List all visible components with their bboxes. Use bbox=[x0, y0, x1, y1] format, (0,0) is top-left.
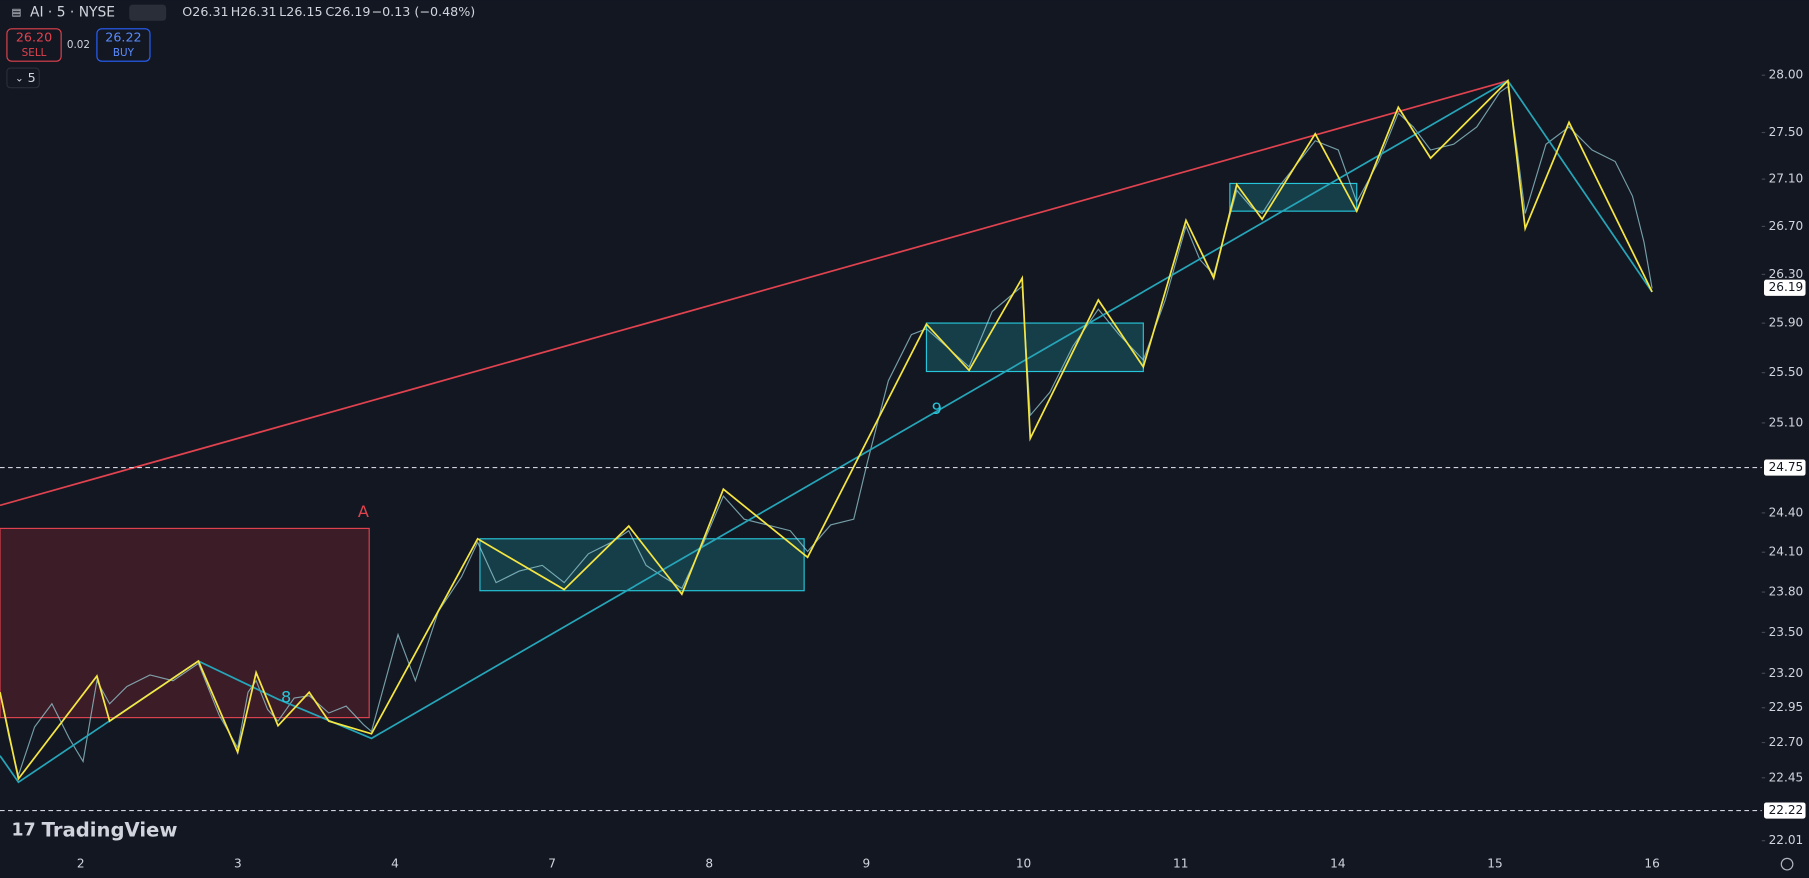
price-marker bbox=[1764, 279, 1806, 296]
ohlc-high: H26.31 bbox=[231, 4, 277, 19]
sell-button[interactable] bbox=[6, 28, 62, 62]
drawings: A 9 8 bbox=[0, 78, 1653, 784]
y-tick-label: 22.95 bbox=[1769, 700, 1804, 714]
zigzag bbox=[0, 78, 1653, 781]
x-tick-label: 11 bbox=[1173, 857, 1188, 871]
y-tick-label: 24.40 bbox=[1769, 505, 1804, 519]
y-tick-label: 25.50 bbox=[1769, 365, 1804, 379]
x-tick-label: 9 bbox=[863, 857, 871, 871]
buy-button[interactable] bbox=[96, 28, 151, 62]
x-tick-label: 15 bbox=[1487, 857, 1502, 871]
y-tick-label: 27.50 bbox=[1769, 125, 1804, 139]
menu-icon: ▤ bbox=[12, 7, 22, 19]
y-tick-label: 22.70 bbox=[1769, 735, 1804, 749]
y-tick-label: 24.10 bbox=[1769, 545, 1804, 559]
change: −0.13 (−0.48%) bbox=[371, 4, 475, 19]
drawing-label: A bbox=[358, 502, 369, 521]
range-box bbox=[0, 527, 370, 719]
y-tick-label: 23.80 bbox=[1769, 585, 1804, 599]
x-tick-label: 7 bbox=[548, 857, 556, 871]
x-tick-label: 16 bbox=[1644, 857, 1659, 871]
y-tick-label: 23.50 bbox=[1769, 625, 1804, 639]
range-box bbox=[479, 538, 805, 592]
settings-icon[interactable] bbox=[1780, 857, 1794, 871]
y-tick-label: 27.10 bbox=[1769, 172, 1804, 186]
spread: 0.02 bbox=[67, 39, 90, 51]
x-tick-label: 2 bbox=[77, 857, 85, 871]
drawing-label: 8 bbox=[281, 688, 291, 707]
logo: 17 TradingView bbox=[12, 818, 178, 841]
price-marker-label: 22.22 bbox=[1769, 803, 1804, 817]
ohlc-open: O26.31 bbox=[182, 4, 228, 19]
drawing-label: 9 bbox=[932, 399, 942, 418]
y-tick-label: 25.90 bbox=[1769, 316, 1804, 330]
y-tick-label: 22.45 bbox=[1769, 770, 1804, 784]
x-tick-label: 14 bbox=[1330, 857, 1346, 871]
indicators-toggle[interactable] bbox=[6, 67, 40, 89]
toggle[interactable] bbox=[129, 4, 167, 21]
x-tick-label: 8 bbox=[705, 857, 713, 871]
price-marker bbox=[1764, 459, 1806, 476]
trend-line bbox=[0, 79, 1509, 507]
y-tick-label: 28.00 bbox=[1769, 68, 1804, 82]
price-marker bbox=[1764, 802, 1806, 819]
sell-label: SELL bbox=[22, 47, 47, 59]
price-marker-label: 26.19 bbox=[1769, 280, 1804, 294]
x-tick-label: 10 bbox=[1016, 857, 1031, 871]
y-tick-label: 22.01 bbox=[1769, 833, 1804, 847]
y-tick-label: 26.70 bbox=[1769, 219, 1804, 233]
y-tick-label: 26.30 bbox=[1769, 267, 1804, 281]
ohlc-low: L26.15 bbox=[279, 4, 322, 19]
x-tick-label: 4 bbox=[391, 857, 399, 871]
sell-price: 26.20 bbox=[16, 30, 52, 45]
buy-label: BUY bbox=[113, 47, 135, 59]
range-box bbox=[925, 322, 1144, 373]
header: ▤ AI · 5 · NYSE O26.31 H26.31 L26.15 C26… bbox=[6, 4, 475, 89]
ohlc-close: C26.19 bbox=[325, 4, 370, 19]
logo-text: TradingView bbox=[42, 818, 178, 841]
symbol: AI · 5 · NYSE bbox=[30, 5, 115, 21]
y-tick-label: 23.20 bbox=[1769, 666, 1804, 680]
buy-price: 26.22 bbox=[105, 30, 141, 45]
indicator-count: 5 bbox=[28, 70, 36, 85]
range-box bbox=[1229, 182, 1358, 212]
y-tick-label: 25.10 bbox=[1769, 415, 1804, 429]
x-tick-label: 3 bbox=[234, 857, 242, 871]
chevron: ⌄ bbox=[15, 72, 24, 84]
price-marker-label: 24.75 bbox=[1769, 460, 1804, 474]
